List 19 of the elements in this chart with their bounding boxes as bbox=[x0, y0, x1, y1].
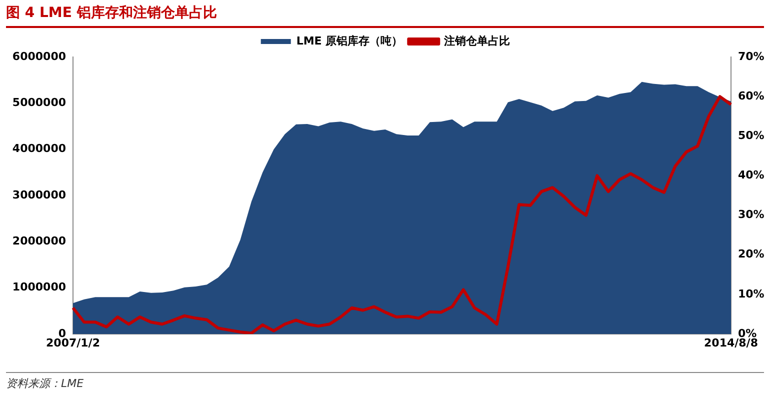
y2-tick-label: 50% bbox=[738, 129, 764, 142]
y2-tick-label: 70% bbox=[738, 50, 764, 63]
y-tick-label: 2000000 bbox=[12, 234, 66, 248]
y2-tick-label: 60% bbox=[738, 89, 764, 102]
y2-tick-label: 20% bbox=[738, 248, 764, 261]
y-tick-label: 1000000 bbox=[12, 280, 66, 294]
y-tick-label: 6000000 bbox=[12, 50, 66, 63]
legend-label: LME 原铝库存（吨） bbox=[296, 34, 403, 48]
chart-title: 图 4 LME 铝库存和注销仓单占比 bbox=[6, 4, 764, 28]
legend-label: 注销仓单占比 bbox=[443, 34, 510, 48]
y2-tick-label: 30% bbox=[738, 208, 764, 222]
x-tick-label: 2014/8/8 bbox=[704, 336, 758, 350]
y-tick-label: 5000000 bbox=[12, 96, 66, 110]
y-tick-label: 3000000 bbox=[12, 188, 66, 202]
y2-tick-label: 10% bbox=[738, 287, 764, 300]
y2-tick-label: 40% bbox=[738, 168, 764, 182]
y-tick-label: 4000000 bbox=[12, 142, 66, 156]
x-tick-label: 2007/1/2 bbox=[46, 336, 100, 350]
text: 资料来源：LME bbox=[6, 372, 764, 391]
